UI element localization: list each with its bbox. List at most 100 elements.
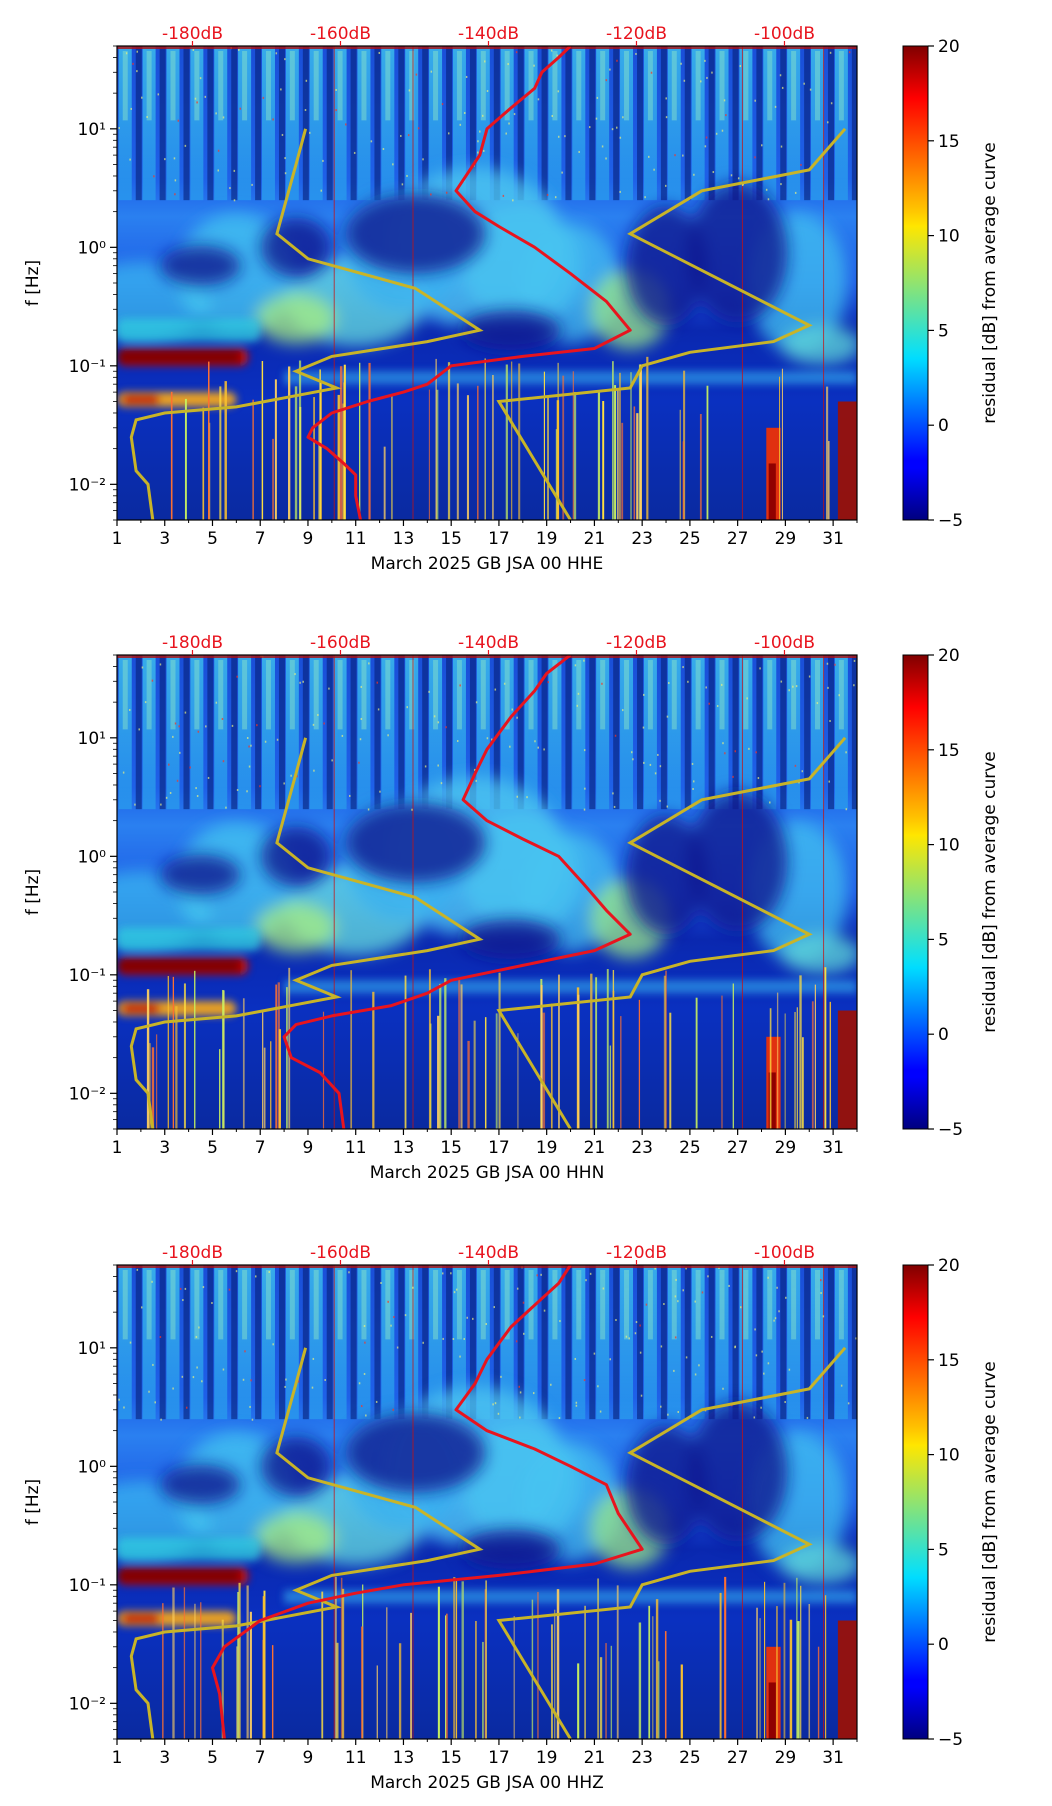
x-tick-label: 15 (440, 1748, 462, 1768)
x-tick-label: 27 (727, 1138, 749, 1158)
x-tick-label: 29 (775, 529, 797, 549)
colorbar-tick-label: 0 (938, 416, 949, 436)
y-tick-label: 10⁻² (69, 1084, 106, 1104)
colorbar-gradient (902, 45, 929, 521)
heatmap-area (117, 1265, 857, 1739)
colorbar-label: residual [dB] from average curve (980, 751, 1000, 1032)
db-tick-label: -100dB (754, 24, 815, 44)
x-tick-label: 31 (822, 1138, 844, 1158)
quiet-periods (160, 791, 788, 960)
diurnal-stripes (118, 655, 857, 810)
colorbar: 20 15 10 5 0 −5 residual [dB] from average cur… (902, 646, 1000, 1140)
x-tick-label: 7 (255, 529, 266, 549)
colorbar-tick-label: 5 (938, 930, 949, 950)
noise-model-curve-high (496, 127, 847, 520)
colorbar: 20 15 10 5 0 −5 residual [dB] from average cur… (902, 1256, 1000, 1750)
db-tick-label: -180dB (162, 1243, 223, 1263)
strong-residual-bands (117, 318, 857, 407)
db-tick-label: -180dB (162, 633, 223, 653)
x-tick-label: 27 (727, 1748, 749, 1768)
noise-speckle (118, 1266, 857, 1421)
x-tick-label: 27 (727, 529, 749, 549)
x-tick-label: 13 (393, 529, 415, 549)
diurnal-stripes (118, 46, 857, 201)
x-tick-label: 21 (584, 1138, 606, 1158)
y-tick-label: 10⁰ (78, 1457, 107, 1477)
x-tick-label: 5 (207, 1748, 218, 1768)
x-tick-label: 13 (393, 1138, 415, 1158)
y-tick-label: 10¹ (78, 120, 106, 140)
db-tick-label: -120dB (606, 633, 667, 653)
x-tick-label: 9 (303, 1748, 314, 1768)
colorbar: 20 15 10 5 0 −5 residual [dB] from average cur… (902, 37, 1000, 531)
y-tick-label: 10⁻² (69, 1694, 106, 1714)
colorbar-tick-label: −5 (938, 511, 963, 531)
x-tick-label: 3 (159, 1748, 170, 1768)
x-tick-label: 31 (822, 1748, 844, 1768)
y-tick-label: 10¹ (78, 729, 106, 749)
colorbar-tick-label: 20 (938, 37, 960, 57)
x-tick-label: 29 (775, 1748, 797, 1768)
db-tick-label: -100dB (754, 1243, 815, 1263)
db-tick-label: -120dB (606, 24, 667, 44)
y-axis-label: f [Hz] (23, 260, 43, 306)
strong-residual-bands (117, 927, 857, 1016)
db-tick-label: -160dB (310, 633, 371, 653)
db-tick-label: -140dB (458, 633, 519, 653)
db-tick-label: -180dB (162, 24, 223, 44)
x-tick-label: 29 (775, 1138, 797, 1158)
colorbar-tick-label: 0 (938, 1635, 949, 1655)
colorbar-tick-label: 5 (938, 1540, 949, 1560)
x-tick-label: 9 (303, 529, 314, 549)
colorbar-tick-label: 10 (938, 227, 960, 247)
colorbar-tick-label: 10 (938, 1446, 960, 1466)
x-tick-label: 25 (679, 529, 701, 549)
x-tick-label: 9 (303, 1138, 314, 1158)
y-tick-label: 10⁻¹ (69, 357, 106, 377)
average-psd-curve (306, 46, 632, 520)
y-tick-label: 10⁻¹ (69, 1576, 106, 1596)
colorbar-tick-label: −5 (938, 1730, 963, 1750)
colorbar-tick-label: 15 (938, 741, 960, 761)
noise-model-curve-high (496, 736, 847, 1129)
x-tick-label: 17 (488, 1748, 510, 1768)
noise-model-curve-low (129, 1347, 484, 1739)
db-tick-label: -160dB (310, 24, 371, 44)
x-tick-label: 15 (440, 1138, 462, 1158)
x-tick-label: 11 (345, 1138, 367, 1158)
noise-model-curve-low (129, 128, 484, 520)
transient-events (162, 1576, 827, 1739)
x-tick-label: 17 (488, 529, 510, 549)
x-tick-label: 1 (112, 1748, 123, 1768)
quiet-periods (160, 182, 788, 351)
transient-events (170, 356, 830, 520)
x-tick-label: 21 (584, 1748, 606, 1768)
colorbar-tick-label: 0 (938, 1025, 949, 1045)
colorbar-label: residual [dB] from average curve (980, 142, 1000, 423)
x-tick-label: 31 (822, 529, 844, 549)
heatmap-area (117, 655, 857, 1129)
x-tick-label: 1 (112, 529, 123, 549)
x-tick-label: 11 (345, 1748, 367, 1768)
db-tick-label: -140dB (458, 24, 519, 44)
colorbar-tick-label: −5 (938, 1120, 963, 1140)
y-tick-label: 10⁰ (78, 238, 107, 258)
diurnal-stripes (118, 1265, 857, 1420)
x-tick-label: 3 (159, 1138, 170, 1158)
strong-residual-bands (117, 1537, 857, 1626)
colorbar-tick-label: 10 (938, 836, 960, 856)
colorbar-gradient (902, 654, 929, 1130)
x-tick-label: 3 (159, 529, 170, 549)
db-tick-label: -120dB (606, 1243, 667, 1263)
x-tick-label: 19 (536, 1138, 558, 1158)
colorbar-gradient (902, 1264, 929, 1740)
y-axis-label: f [Hz] (23, 1479, 43, 1525)
x-tick-label: 15 (440, 529, 462, 549)
colorbar-tick-label: 20 (938, 646, 960, 666)
x-tick-label: 23 (631, 1748, 653, 1768)
noise-speckle (122, 655, 856, 811)
x-tick-label: 11 (345, 529, 367, 549)
